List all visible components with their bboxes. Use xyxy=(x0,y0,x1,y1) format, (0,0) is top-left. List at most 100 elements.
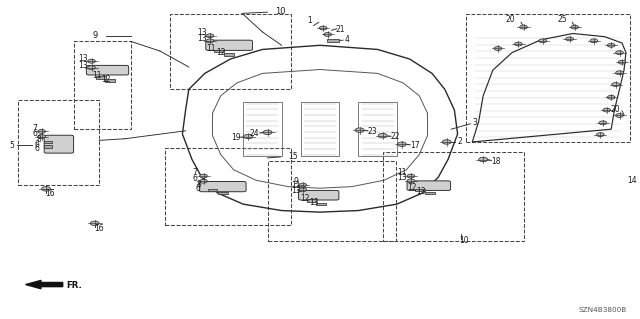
Circle shape xyxy=(299,188,307,192)
Circle shape xyxy=(607,95,615,99)
Text: 14: 14 xyxy=(627,176,637,185)
Circle shape xyxy=(603,108,611,112)
Circle shape xyxy=(612,83,620,86)
Text: 13: 13 xyxy=(196,28,207,37)
Text: 6: 6 xyxy=(35,140,40,149)
Text: 21: 21 xyxy=(336,25,345,34)
Text: 6: 6 xyxy=(193,174,198,183)
Circle shape xyxy=(200,174,207,178)
Text: 13: 13 xyxy=(291,186,301,195)
Text: 19: 19 xyxy=(230,133,241,142)
Bar xyxy=(224,53,234,56)
Circle shape xyxy=(590,39,598,43)
Text: 11: 11 xyxy=(93,71,102,80)
Bar xyxy=(466,14,630,142)
Circle shape xyxy=(88,59,95,63)
Bar xyxy=(317,203,326,205)
Text: 6: 6 xyxy=(196,184,201,193)
Circle shape xyxy=(571,25,579,29)
Bar xyxy=(170,14,291,89)
Circle shape xyxy=(616,114,623,117)
FancyArrow shape xyxy=(26,280,63,289)
Text: 9: 9 xyxy=(92,31,97,40)
Bar xyxy=(268,161,396,241)
Text: 8: 8 xyxy=(196,180,201,189)
Circle shape xyxy=(494,47,502,50)
Circle shape xyxy=(378,133,387,138)
Circle shape xyxy=(397,142,406,146)
Text: 17: 17 xyxy=(410,141,420,150)
Text: 12: 12 xyxy=(407,183,416,192)
Text: 13: 13 xyxy=(416,187,426,196)
Circle shape xyxy=(479,157,488,162)
Text: 10: 10 xyxy=(275,7,285,16)
Circle shape xyxy=(263,130,272,135)
Bar xyxy=(105,79,115,82)
Bar xyxy=(307,199,317,202)
Text: 23: 23 xyxy=(367,127,378,136)
Text: 6: 6 xyxy=(35,144,40,153)
Text: FR.: FR. xyxy=(67,281,83,290)
Circle shape xyxy=(566,37,573,41)
Text: 7: 7 xyxy=(33,124,38,133)
Circle shape xyxy=(596,133,604,137)
Text: 13: 13 xyxy=(196,34,207,43)
Bar xyxy=(415,189,425,191)
Text: 13: 13 xyxy=(78,54,88,63)
Circle shape xyxy=(515,42,522,46)
Text: 15: 15 xyxy=(288,152,298,161)
Bar xyxy=(74,41,131,129)
Bar xyxy=(18,100,99,185)
Text: 12: 12 xyxy=(217,48,226,57)
Text: 10: 10 xyxy=(459,236,469,245)
Circle shape xyxy=(42,187,51,191)
Circle shape xyxy=(38,135,45,138)
Circle shape xyxy=(355,128,364,132)
Text: 3: 3 xyxy=(472,118,477,127)
Circle shape xyxy=(200,179,207,183)
Text: 2: 2 xyxy=(457,137,462,146)
Text: 4: 4 xyxy=(344,35,349,44)
Text: 25: 25 xyxy=(557,15,567,24)
Bar xyxy=(214,50,224,53)
FancyBboxPatch shape xyxy=(298,190,339,200)
Text: 8: 8 xyxy=(36,135,41,144)
Bar xyxy=(44,145,52,148)
Bar xyxy=(96,76,106,78)
Text: 11: 11 xyxy=(291,181,300,190)
Text: 7: 7 xyxy=(193,168,198,177)
Text: 5: 5 xyxy=(9,141,14,150)
Text: 20: 20 xyxy=(611,105,621,114)
FancyBboxPatch shape xyxy=(200,182,246,192)
Text: 20: 20 xyxy=(506,15,516,24)
Bar xyxy=(44,141,52,143)
Text: 9: 9 xyxy=(293,177,298,186)
Circle shape xyxy=(299,183,307,187)
Circle shape xyxy=(607,43,615,47)
FancyBboxPatch shape xyxy=(44,135,74,153)
Text: 12: 12 xyxy=(102,75,111,84)
Bar xyxy=(207,189,218,191)
FancyBboxPatch shape xyxy=(407,181,451,190)
Circle shape xyxy=(616,51,623,55)
FancyBboxPatch shape xyxy=(206,40,253,50)
Circle shape xyxy=(539,39,547,43)
Bar xyxy=(218,192,228,194)
Text: 16: 16 xyxy=(45,189,55,198)
Circle shape xyxy=(407,174,415,178)
Circle shape xyxy=(407,179,415,183)
Text: 13: 13 xyxy=(397,173,407,182)
Circle shape xyxy=(88,66,95,70)
Circle shape xyxy=(324,33,332,36)
Circle shape xyxy=(244,134,253,139)
Text: 18: 18 xyxy=(492,157,500,166)
Text: 24: 24 xyxy=(250,129,260,138)
Bar xyxy=(426,192,435,194)
Text: 13: 13 xyxy=(308,198,319,207)
Text: 1: 1 xyxy=(307,16,312,25)
Circle shape xyxy=(206,39,214,43)
Circle shape xyxy=(442,140,451,144)
Circle shape xyxy=(319,26,327,30)
Circle shape xyxy=(520,25,527,29)
Circle shape xyxy=(206,34,214,38)
